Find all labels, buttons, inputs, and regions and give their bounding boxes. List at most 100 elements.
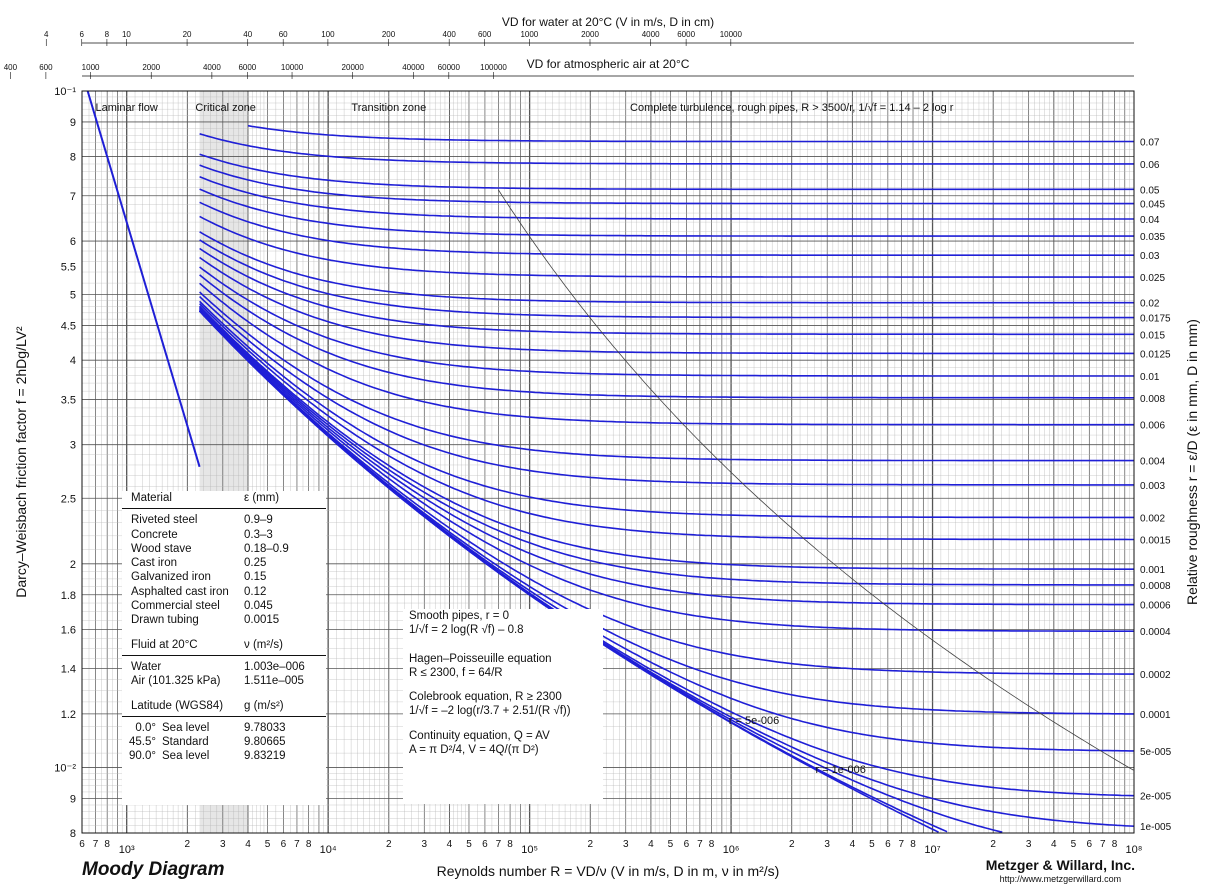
ct-eq: A = π D²/4, V = 4Q/(π D²): [409, 744, 539, 757]
place: Sea level: [162, 750, 210, 763]
x-minor-label: 6: [684, 839, 690, 850]
roughness-curve: [199, 176, 1134, 220]
x-minor-label: 5: [265, 839, 271, 850]
roughness-curve: [199, 133, 1134, 165]
cb-eq: 1/√f = –2 log(r/3.7 + 2.51/(R √f)): [409, 705, 571, 718]
x-minor-label: 6: [885, 839, 891, 850]
materials-header: Material ε (mm): [122, 491, 326, 510]
x-tick-label: 10⁷: [924, 844, 940, 856]
top-axis-tick-label: 6000: [238, 63, 256, 72]
x-minor-label: 3: [1026, 839, 1032, 850]
roughness-curve: [199, 201, 1134, 256]
top-axis-tick-label: 20000: [342, 63, 365, 72]
fluid-viscosity: 1.511e–005: [244, 675, 304, 688]
roughness-curve: [199, 215, 1134, 278]
x-minor-label: 7: [697, 839, 703, 850]
roughness-curve: [199, 305, 1134, 570]
x-minor-label: 7: [1100, 839, 1106, 850]
y-tick-label: 1.2: [61, 709, 76, 721]
y-tick-label: 8: [70, 828, 76, 840]
x-tick-label: 10⁵: [521, 844, 538, 856]
top-axis-tick-label: 600: [39, 63, 53, 72]
y-tick-label: 3: [70, 440, 76, 452]
x-minor-label: 2: [185, 839, 191, 850]
roughness-label: 0.001: [1140, 565, 1165, 576]
chart-title: Moody Diagram: [82, 859, 225, 880]
roughness-label: 0.07: [1140, 138, 1160, 149]
y-tick-label: 1.8: [61, 590, 76, 602]
top-axis-tick-label: 1000: [520, 30, 538, 39]
material-row: Asphalted cast iron 0.12: [122, 585, 326, 599]
roughness-curve: [199, 296, 1134, 486]
latitude: 45.5°: [129, 736, 156, 749]
y-tick-label: 1.4: [61, 664, 76, 676]
cb-title: Colebrook equation, R ≥ 2300: [409, 691, 562, 704]
y-tick-label: 9: [70, 117, 76, 129]
x-minor-label: 6: [281, 839, 287, 850]
top-axis-tick-label: 100: [321, 30, 335, 39]
roughness-label: 0.015: [1140, 330, 1165, 341]
roughness-label: 0.0015: [1140, 535, 1171, 546]
roughness-label: 0.025: [1140, 273, 1165, 284]
latitude: 0.0°: [135, 721, 156, 734]
axes: [10, 39, 1135, 834]
place: Sea level: [162, 721, 210, 734]
top-axis-tick-label: 400: [4, 63, 18, 72]
material-roughness: 0.18–0.9: [244, 542, 289, 555]
roughness-label: 0.06: [1140, 160, 1160, 171]
x-minor-label: 2: [789, 839, 795, 850]
y-tick-label: 1.6: [61, 624, 76, 636]
top-axis-tick-label: 60: [279, 30, 288, 39]
y-tick-label: 4: [70, 355, 76, 367]
ct-title: Continuity equation, Q = AV: [409, 729, 550, 742]
material-roughness: 0.045: [244, 600, 273, 613]
x-minor-label: 8: [104, 839, 110, 850]
hagen-poiseuille-equation: Hagen–Poisseuille equation R ≤ 2300, f =…: [403, 652, 603, 681]
roughness-curve: [199, 153, 1134, 191]
smooth-pipes-equation: Smooth pipes, r = 0 1/√f = 2 log(R √f) –…: [403, 609, 603, 638]
roughness-curve: [199, 188, 1134, 237]
hp-eq: R ≤ 2300, f = 64/R: [409, 666, 503, 679]
turbulence-boundary: [498, 189, 1134, 771]
material-roughness: 0.12: [244, 585, 267, 598]
roughness-label: 0.045: [1140, 200, 1165, 211]
x-minor-label: 8: [910, 839, 916, 850]
roughness-label: 0.008: [1140, 394, 1165, 405]
top-axis-tick-label: 10: [122, 30, 131, 39]
material-roughness: 0.3–3: [244, 528, 273, 541]
x-tick-label: 10⁸: [1126, 844, 1143, 856]
x-minor-label: 4: [1051, 839, 1057, 850]
material-roughness: 0.0015: [244, 614, 280, 627]
roughness-label: 1e-005: [1140, 822, 1172, 833]
material-row: Wood stave 0.18–0.9: [122, 542, 326, 556]
y-tick-label: 10⁻²: [54, 762, 76, 774]
x-minor-label: 2: [990, 839, 996, 850]
x-minor-label: 8: [1112, 839, 1118, 850]
x-tick-label: 10⁶: [723, 844, 740, 856]
colebrook-curves: [86, 90, 1135, 833]
colebrook-equation: Colebrook equation, R ≥ 2300 1/√f = –2 l…: [403, 690, 603, 719]
material-roughness: 0.9–9: [244, 514, 273, 527]
x-minor-label: 7: [496, 839, 502, 850]
material-row: Concrete 0.3–3: [122, 528, 326, 542]
zone-transition: Transition zone: [351, 102, 426, 114]
gravity-header: Latitude (WGS84) g (m/s²): [122, 699, 326, 717]
credit-url: http://www.metzgerwillard.com: [999, 874, 1122, 884]
top-axis-tick-label: 1000: [82, 63, 100, 72]
roughness-curve: [247, 124, 1134, 143]
roughness-curve: [199, 239, 1134, 319]
x-minor-label: 6: [482, 839, 488, 850]
laminar-line: [86, 90, 201, 468]
top-axis-tick-label: 600: [478, 30, 492, 39]
materials-rows: Riveted steel 0.9–9 Concrete 0.3–3 Wood stav…: [122, 513, 326, 627]
top-axis-tick-label: 40000: [402, 63, 425, 72]
material-name: Commercial steel: [131, 600, 220, 613]
place: Standard: [162, 736, 209, 749]
roughness-curve: [199, 291, 1134, 462]
credit-name: Metzger & Willard, Inc.: [985, 857, 1135, 873]
gravity-row: 45.5° Standard 9.80665: [122, 735, 326, 749]
x-minor-label: 7: [93, 839, 99, 850]
gravity-row: 90.0° Sea level 9.83219: [122, 749, 326, 763]
material-name: Concrete: [131, 528, 178, 541]
y2-axis-title: Relative roughness r = ε/D (ε in mm, D i…: [1184, 319, 1200, 605]
